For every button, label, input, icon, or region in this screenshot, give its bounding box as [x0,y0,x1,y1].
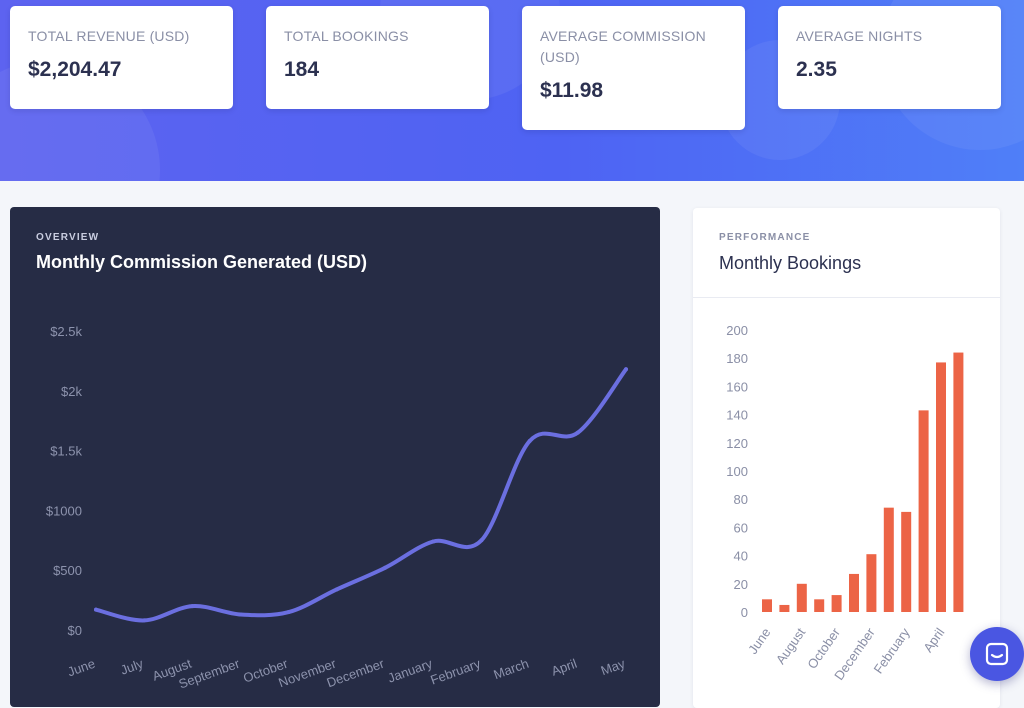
stat-card-average-nights: AVERAGE NIGHTS 2.35 [778,6,1001,109]
x-tick-label: July [118,656,145,678]
stat-card-total-revenue: TOTAL REVENUE (USD) $2,204.47 [10,6,233,109]
section-title: Monthly Commission Generated (USD) [36,252,368,272]
data-point-march [527,439,532,444]
data-point-november [334,587,339,592]
y-tick-label: 100 [726,464,748,479]
data-point-december [383,565,388,570]
data-point-october [286,610,291,615]
overview-panel: OVERVIEW Monthly Commission Generated (U… [10,207,660,707]
stat-value: $11.98 [540,79,604,102]
y-tick-label: $1.5k [50,444,82,459]
y-tick-label: 180 [726,351,748,366]
y-tick-label: 140 [726,408,748,423]
data-point-january [431,539,436,544]
x-tick-label: February [871,625,913,677]
stat-label: TOTAL BOOKINGS [284,28,409,44]
stat-card-average-commission: AVERAGE COMMISSION (USD) $11.98 [522,6,745,130]
data-point-april [575,430,580,435]
data-point-august [190,604,195,609]
section-kicker: OVERVIEW [36,232,100,243]
chat-icon [985,642,1009,666]
x-tick-label: February [428,656,482,688]
chat-button[interactable] [970,627,1024,681]
data-point-july [142,618,147,623]
stat-label: AVERAGE NIGHTS [796,28,923,44]
performance-panel: PERFORMANCE Monthly Bookings 0 20 40 60 80 10… [693,208,1000,708]
bar-april [936,362,946,612]
y-tick-label: $1000 [46,503,82,518]
y-tick-label: 0 [741,605,748,620]
x-tick-label: March [492,656,531,682]
bar-october [831,595,842,612]
data-point-june [94,607,98,612]
stat-value: 184 [284,58,320,81]
data-point-february [479,538,484,543]
y-tick-label: 60 [734,520,748,535]
bar-september [814,599,825,612]
bar-january [883,507,894,612]
x-tick-label: January [386,656,435,686]
bar-march [918,410,929,612]
x-tick-label: April [549,656,579,679]
data-point-may [624,367,628,372]
y-tick-label: 200 [726,323,748,338]
bar-july [779,604,790,612]
x-tick-label: August [773,625,809,667]
bar-june [762,599,772,612]
y-tick-label: 120 [726,436,748,451]
y-tick-label: 20 [734,577,748,592]
y-tick-label: 160 [726,379,748,394]
stat-card-total-bookings: TOTAL BOOKINGS 184 [266,6,489,109]
bar-august [796,583,807,612]
x-tick-label: May [599,656,628,679]
y-tick-label: 40 [734,549,748,564]
x-tick-label: June [65,656,97,680]
commission-line [94,367,628,623]
stat-value: $2,204.47 [28,58,122,81]
stat-label: AVERAGE COMMISSION (USD) [540,28,706,65]
bar-february [901,511,912,612]
data-point-september [238,612,243,617]
y-tick-label: $2k [61,384,82,399]
y-tick-label: 80 [734,492,748,507]
x-tick-label: June [745,625,773,657]
stat-label: TOTAL REVENUE (USD) [28,28,190,44]
divider [693,297,1000,298]
stat-value: 2.35 [796,58,837,81]
y-tick-label: $500 [53,563,82,578]
bar-november [849,573,859,612]
y-tick-label: $0 [68,623,82,638]
bar-may [953,352,964,612]
y-tick-label: $2.5k [50,324,82,339]
section-title: Monthly Bookings [719,253,862,273]
section-kicker: PERFORMANCE [719,232,811,243]
bar-december [866,554,877,612]
x-tick-label: April [920,625,947,655]
